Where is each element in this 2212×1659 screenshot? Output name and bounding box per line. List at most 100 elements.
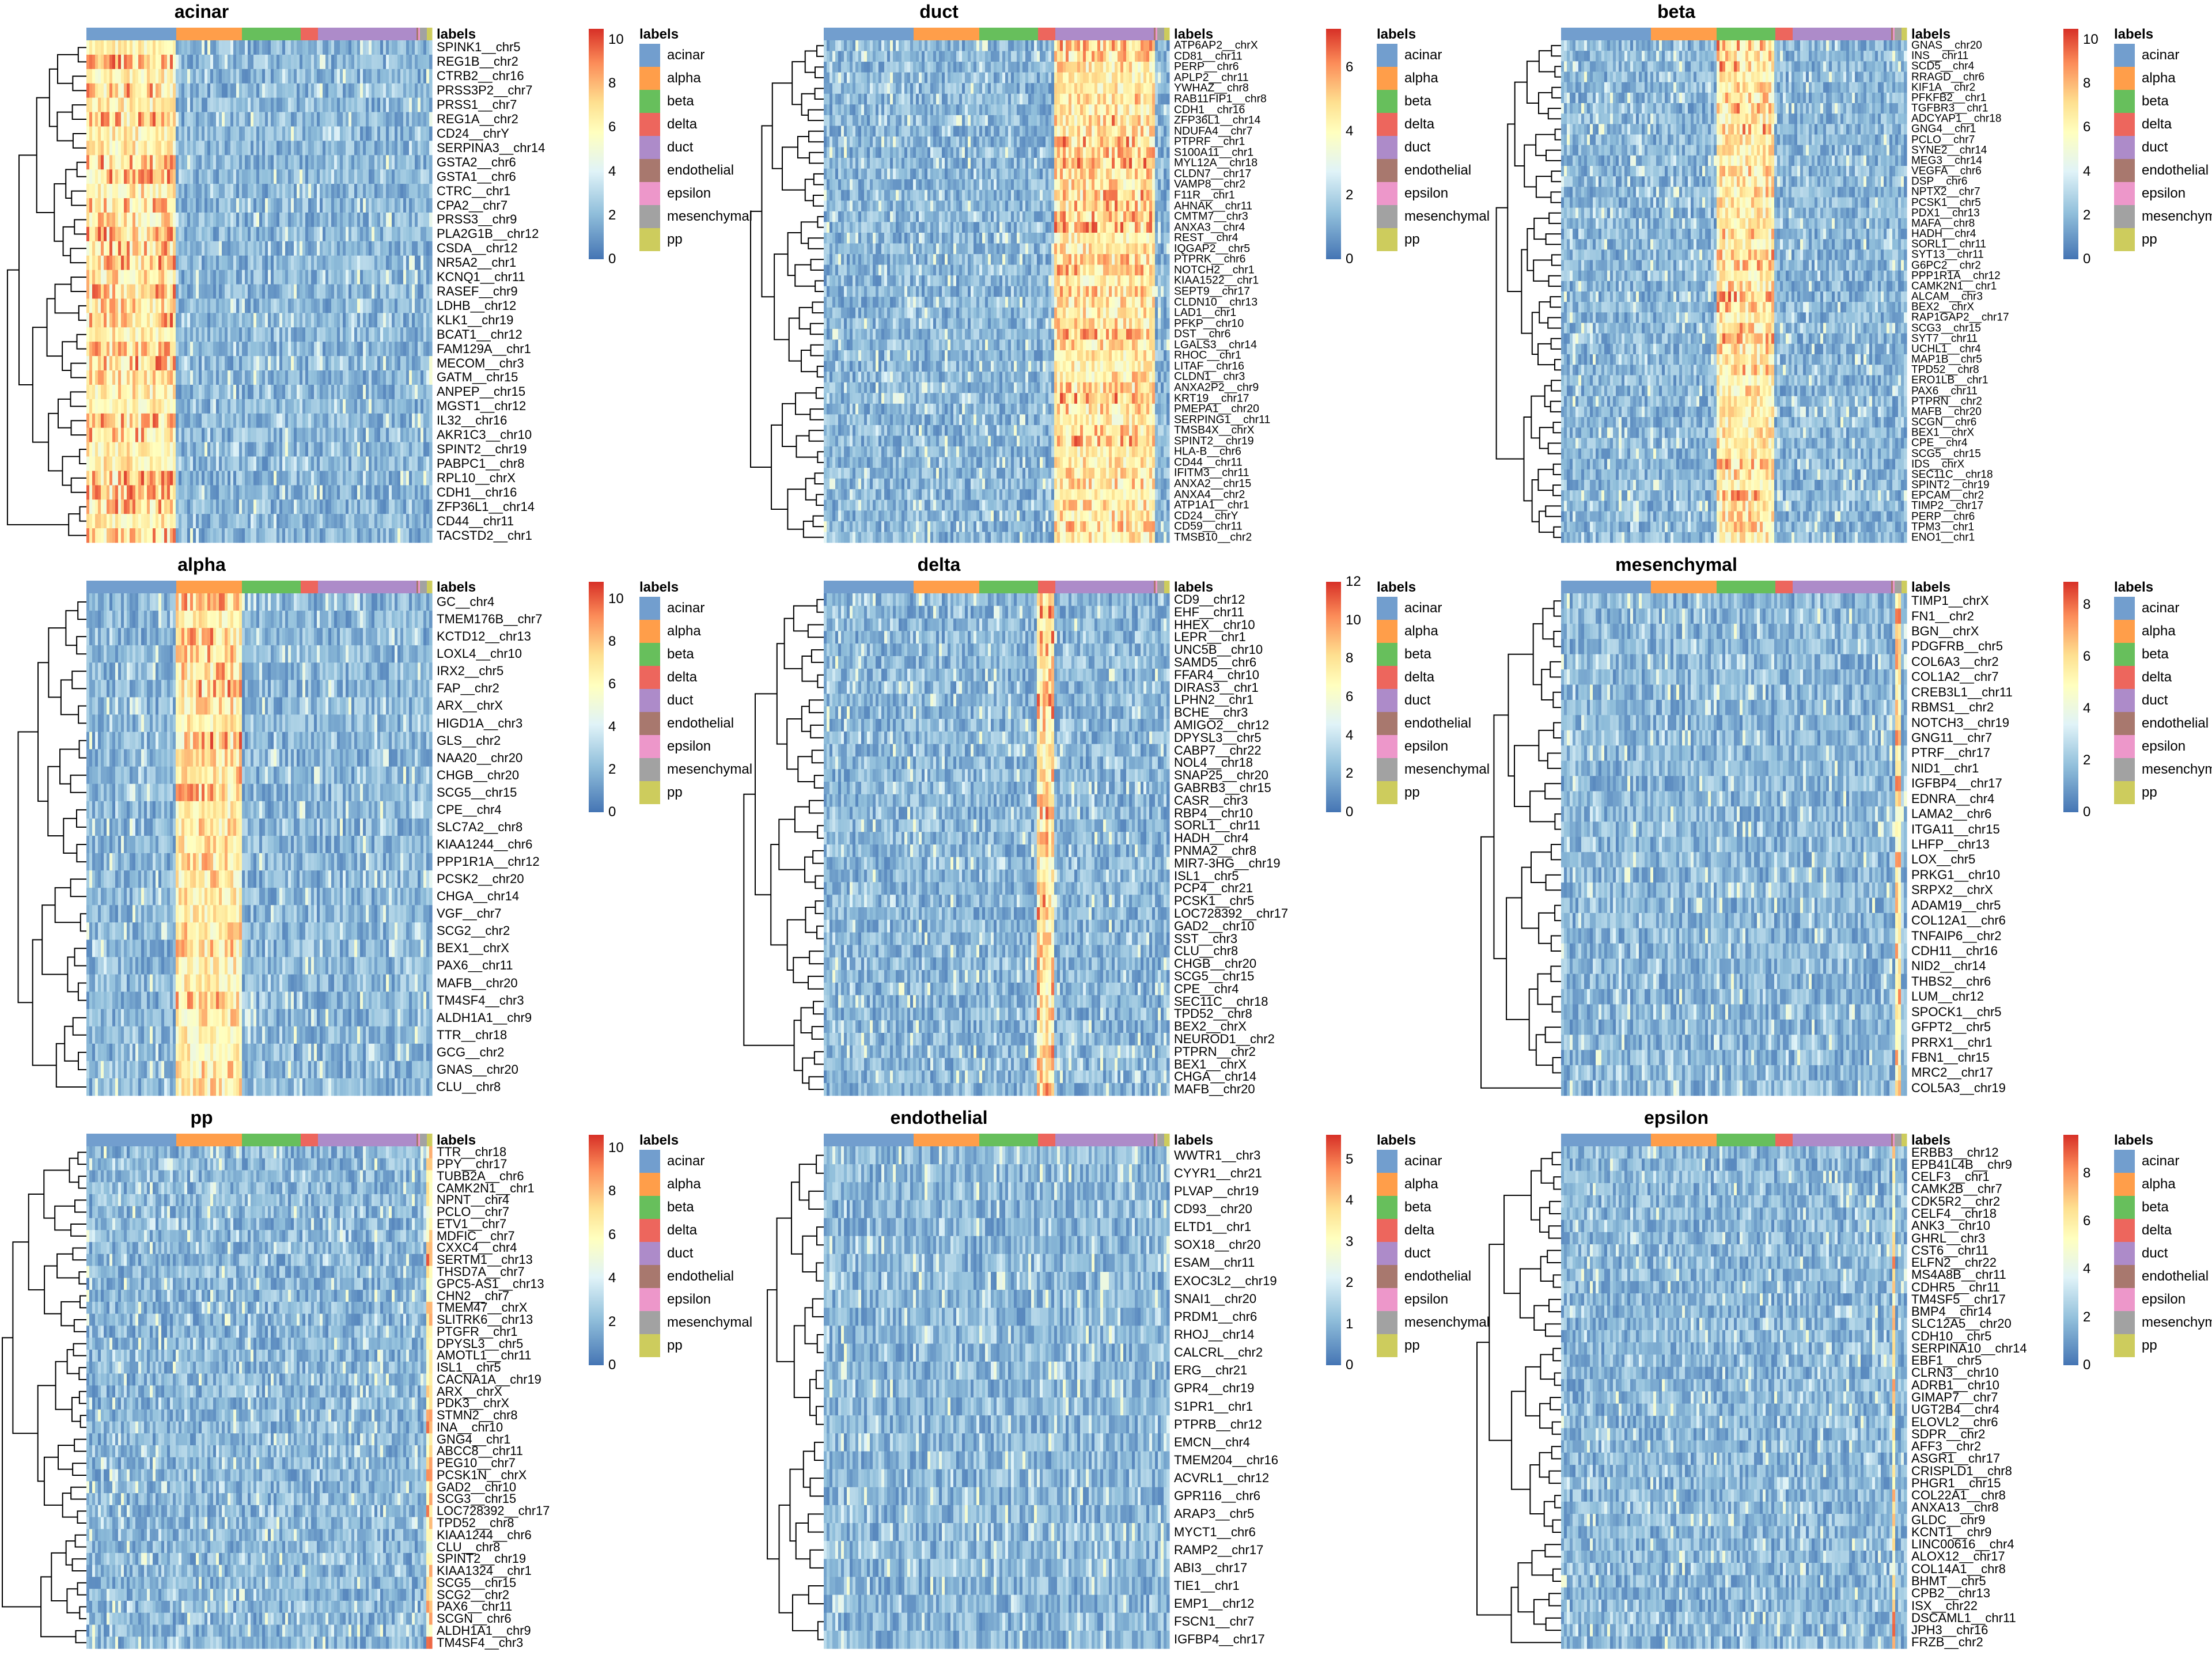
heatmap-cell xyxy=(225,255,228,270)
heatmap-cell xyxy=(158,212,162,228)
heatmap-cell xyxy=(317,413,320,428)
heatmap-cell xyxy=(233,485,237,500)
heatmap-cell xyxy=(210,370,214,385)
heatmap-cell xyxy=(89,442,93,457)
heatmap-cell xyxy=(262,284,266,299)
heatmap-cell xyxy=(1063,40,1066,51)
heatmap-cell xyxy=(216,54,219,70)
heatmap-cell xyxy=(256,485,260,500)
heatmap-cell xyxy=(288,427,291,442)
heatmap-cell xyxy=(386,499,389,514)
heatmap-cell xyxy=(153,427,156,442)
heatmap-cell xyxy=(389,370,392,385)
heatmap-cell xyxy=(213,284,217,299)
dendrogram-branch xyxy=(56,111,73,142)
heatmap-cell xyxy=(228,356,231,371)
heatmap-cell xyxy=(824,72,827,84)
heatmap-cell xyxy=(118,226,122,242)
heatmap-cell xyxy=(86,442,90,457)
heatmap-cell xyxy=(1161,83,1164,94)
heatmap-cell xyxy=(112,499,116,514)
heatmap-cell xyxy=(225,155,228,170)
heatmap-cell xyxy=(164,169,168,184)
heatmap-cell xyxy=(426,528,430,543)
heatmap-cell xyxy=(323,255,326,270)
heatmap-cell xyxy=(942,72,945,84)
heatmap-cell xyxy=(127,155,130,170)
heatmap-cell xyxy=(92,83,96,98)
heatmap-cell xyxy=(343,255,346,270)
heatmap-cell xyxy=(288,198,291,213)
heatmap-cell xyxy=(395,514,398,529)
heatmap-cell xyxy=(199,370,202,385)
heatmap-cell xyxy=(228,54,231,70)
heatmap-cell xyxy=(389,155,392,170)
heatmap-cell xyxy=(334,499,338,514)
heatmap-cell xyxy=(141,270,145,285)
heatmap-cell xyxy=(216,97,219,112)
heatmap-cell xyxy=(328,198,332,213)
heatmap-cell xyxy=(196,40,199,55)
heatmap-cell xyxy=(974,83,977,94)
heatmap-cell xyxy=(870,51,873,62)
gene-label: REG1A__chr2 xyxy=(437,113,518,126)
heatmap-cell xyxy=(107,384,110,400)
heatmap-cell xyxy=(181,327,185,342)
heatmap-cell xyxy=(193,284,196,299)
heatmap-cell xyxy=(118,126,122,141)
heatmap-cell xyxy=(118,69,122,84)
heatmap-cell xyxy=(294,155,297,170)
heatmap-cell xyxy=(204,54,208,70)
heatmap-cell xyxy=(242,83,245,98)
heatmap-cell xyxy=(230,442,234,457)
heatmap-cell xyxy=(147,327,150,342)
heatmap-cell xyxy=(89,212,93,228)
heatmap-cell xyxy=(158,485,162,500)
heatmap-cell xyxy=(369,184,372,199)
heatmap-cell xyxy=(343,427,346,442)
heatmap-cell xyxy=(207,427,211,442)
heatmap-cell xyxy=(392,327,395,342)
heatmap-cell xyxy=(262,54,266,70)
gene-label: BCAT1__chr12 xyxy=(437,328,522,341)
heatmap-cell xyxy=(271,485,274,500)
heatmap-cell xyxy=(118,255,122,270)
heatmap-cell xyxy=(1152,51,1156,62)
heatmap-cell xyxy=(181,83,185,98)
heatmap-cell xyxy=(409,198,412,213)
annotation-segment-epsilon xyxy=(418,28,421,43)
heatmap-cell xyxy=(262,241,266,256)
heatmap-cell xyxy=(256,270,260,285)
heatmap-cell xyxy=(945,62,948,73)
heatmap-cell xyxy=(130,456,133,471)
heatmap-cell xyxy=(276,327,280,342)
heatmap-cell xyxy=(196,284,199,299)
heatmap-cell xyxy=(334,485,338,500)
heatmap-cell xyxy=(395,442,398,457)
heatmap-cell xyxy=(377,370,381,385)
heatmap-cell xyxy=(202,141,205,156)
heatmap-cell xyxy=(228,226,231,242)
heatmap-cell xyxy=(176,471,179,486)
heatmap-cell xyxy=(86,69,90,84)
heatmap-cell xyxy=(302,485,306,500)
heatmap-cell xyxy=(109,298,113,313)
heatmap-cell xyxy=(86,327,90,342)
heatmap-cell xyxy=(325,485,329,500)
heatmap-cell xyxy=(153,226,156,242)
heatmap-cell xyxy=(158,384,162,400)
heatmap-cell xyxy=(92,270,96,285)
gene-label: FAM129A__chr1 xyxy=(437,342,531,355)
heatmap-cell xyxy=(256,384,260,400)
heatmap-cell xyxy=(225,169,228,184)
heatmap-cell xyxy=(360,169,363,184)
heatmap-cell xyxy=(259,427,263,442)
heatmap-cell xyxy=(409,155,412,170)
heatmap-cell xyxy=(421,155,424,170)
heatmap-cell xyxy=(216,226,219,242)
heatmap-cell xyxy=(196,54,199,70)
heatmap-cell xyxy=(127,112,130,127)
heatmap-cell xyxy=(193,69,196,84)
heatmap-cell xyxy=(397,83,401,98)
heatmap-cell xyxy=(225,212,228,228)
